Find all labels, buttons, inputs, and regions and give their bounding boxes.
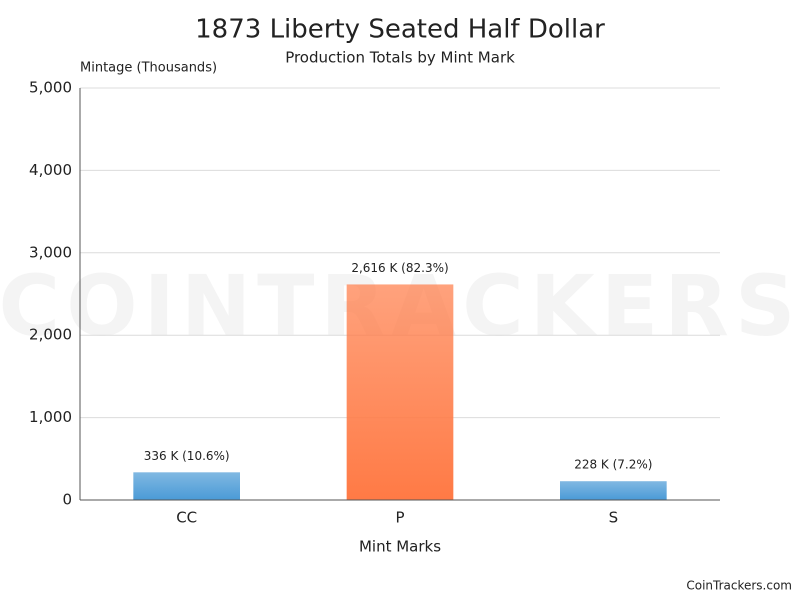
data-label: 228 K (7.2%) (574, 458, 652, 472)
y-axis-label: Mintage (Thousands) (80, 61, 217, 76)
y-tick-label: 2,000 (29, 326, 72, 344)
x-tick-label: CC (176, 509, 197, 527)
y-tick-label: 3,000 (29, 243, 72, 261)
y-tick-label: 4,000 (29, 161, 72, 179)
credit: CoinTrackers.com (686, 579, 792, 593)
y-tick-label: 0 (62, 491, 72, 509)
bar (133, 472, 240, 500)
chart-subtitle: Production Totals by Mint Mark (285, 49, 515, 67)
bar (560, 481, 667, 500)
bar (346, 284, 454, 500)
y-tick-label: 5,000 (29, 79, 72, 97)
x-tick-label: S (609, 509, 619, 527)
data-label: 336 K (10.6%) (144, 449, 230, 463)
chart-title: 1873 Liberty Seated Half Dollar (195, 15, 605, 45)
y-tick-label: 1,000 (29, 408, 72, 426)
data-label: 2,616 K (82.3%) (351, 261, 448, 275)
x-axis-label: Mint Marks (359, 538, 441, 556)
x-tick-label: P (395, 509, 404, 527)
